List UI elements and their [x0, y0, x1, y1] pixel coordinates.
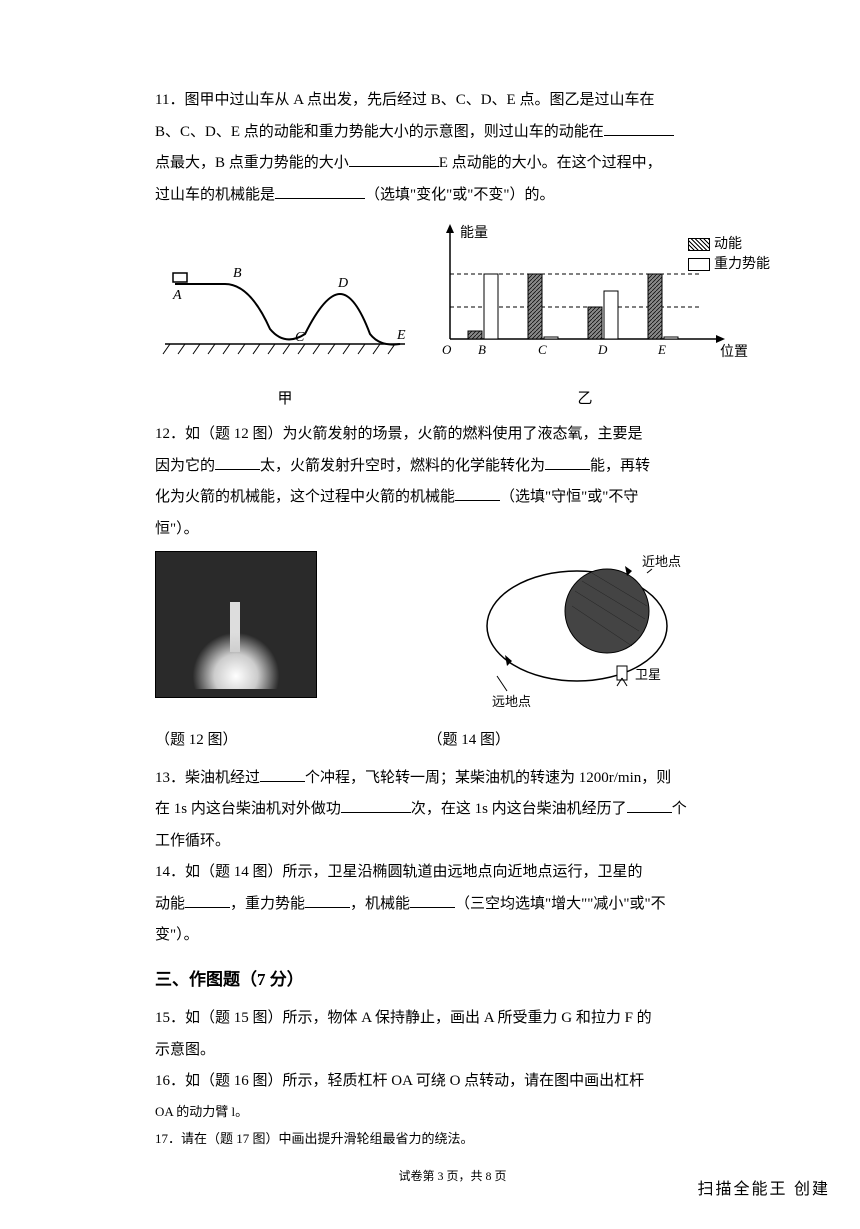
svg-text:A: A [172, 288, 182, 303]
q13-line1: 13．柴油机经过个冲程，飞轮转一周；某柴油机的转速为 1200r/min，则 [155, 763, 750, 795]
q12-line2: 因为它的太，火箭发射升空时，燃料的化学能转化为能，再转 [155, 451, 750, 483]
scanner-watermark: 扫描全能王 创建 [698, 1175, 830, 1199]
q11-line4: 过山车的机械能是（选填"变化"或"不变"）的。 [155, 180, 750, 212]
blank [455, 485, 500, 501]
blank [545, 454, 590, 470]
q11-line1: 11．图甲中过山车从 A 点出发，先后经过 B、C、D、E 点。图乙是过山车在 [155, 85, 750, 117]
caption-14: （题 14 图） [428, 725, 511, 757]
q11-line2: B、C、D、E 点的动能和重力势能大小的示意图，则过山车的动能在 [155, 117, 750, 149]
q12-line4: 恒"）。 [155, 514, 750, 546]
svg-text:卫星: 卫星 [635, 667, 661, 682]
track-diagram: A B C D E [155, 239, 415, 369]
caption-12: （题 12 图） [155, 725, 238, 757]
svg-text:D: D [337, 276, 348, 291]
q16-line2: OA 的动力臂 l。 [155, 1098, 750, 1125]
svg-text:C: C [295, 330, 305, 345]
q15-line2: 示意图。 [155, 1035, 750, 1067]
svg-text:O: O [442, 342, 452, 357]
svg-text:位置: 位置 [720, 344, 748, 360]
svg-text:E: E [657, 342, 666, 357]
q15-line1: 15．如（题 15 图）所示，物体 A 保持静止，画出 A 所受重力 G 和拉力… [155, 1003, 750, 1035]
q11-line3: 点最大，B 点重力势能的大小E 点动能的大小。在这个过程中， [155, 148, 750, 180]
blank [627, 797, 672, 813]
legend-potential-box [688, 258, 710, 271]
q14-line3: 变"）。 [155, 920, 750, 952]
q13-line2: 在 1s 内这台柴油机对外做功次，在这 1s 内这台柴油机经历了个 [155, 794, 750, 826]
q14-line1: 14．如（题 14 图）所示，卫星沿椭圆轨道由远地点向近地点运行，卫星的 [155, 857, 750, 889]
blank [604, 120, 674, 136]
svg-text:近地点: 近地点 [642, 554, 681, 569]
svg-text:能量: 能量 [460, 225, 488, 241]
blank [275, 183, 365, 199]
legend-kinetic-box [688, 238, 710, 251]
figure-jia: A B C D E 甲 [155, 239, 415, 415]
q12-line3: 化为火箭的机械能，这个过程中火箭的机械能（选填"守恒"或"不守 [155, 482, 750, 514]
svg-text:B: B [233, 266, 242, 281]
satellite-diagram: 近地点 远地点 卫星 [457, 551, 687, 721]
q16-line1: 16．如（题 16 图）所示，轻质杠杆 OA 可绕 O 点转动，请在图中画出杠杆 [155, 1066, 750, 1098]
chart-legend: 动能 重力势能 [688, 235, 770, 274]
q17-line1: 17．请在（题 17 图）中画出提升滑轮组最省力的绕法。 [155, 1125, 750, 1152]
section-3-title: 三、作图题（7 分） [155, 962, 750, 998]
blank [305, 892, 350, 908]
q14-line2: 动能，重力势能，机械能（三空均选填"增大""减小"或"不 [155, 889, 750, 921]
svg-text:B: B [478, 342, 486, 357]
blank [185, 892, 230, 908]
svg-text:C: C [538, 342, 547, 357]
svg-text:远地点: 远地点 [492, 694, 531, 709]
q12-line1: 12．如（题 12 图）为火箭发射的场景，火箭的燃料使用了液态氧，主要是 [155, 419, 750, 451]
blank [260, 766, 305, 782]
q13-line3: 工作循环。 [155, 826, 750, 858]
page-footer: 试卷第 3 页，共 8 页 [155, 1164, 750, 1189]
blank [349, 151, 439, 167]
svg-text:E: E [396, 328, 406, 343]
blank [341, 797, 411, 813]
blank [215, 454, 260, 470]
blank [410, 892, 455, 908]
svg-text:D: D [597, 342, 608, 357]
rocket-image [155, 551, 317, 698]
